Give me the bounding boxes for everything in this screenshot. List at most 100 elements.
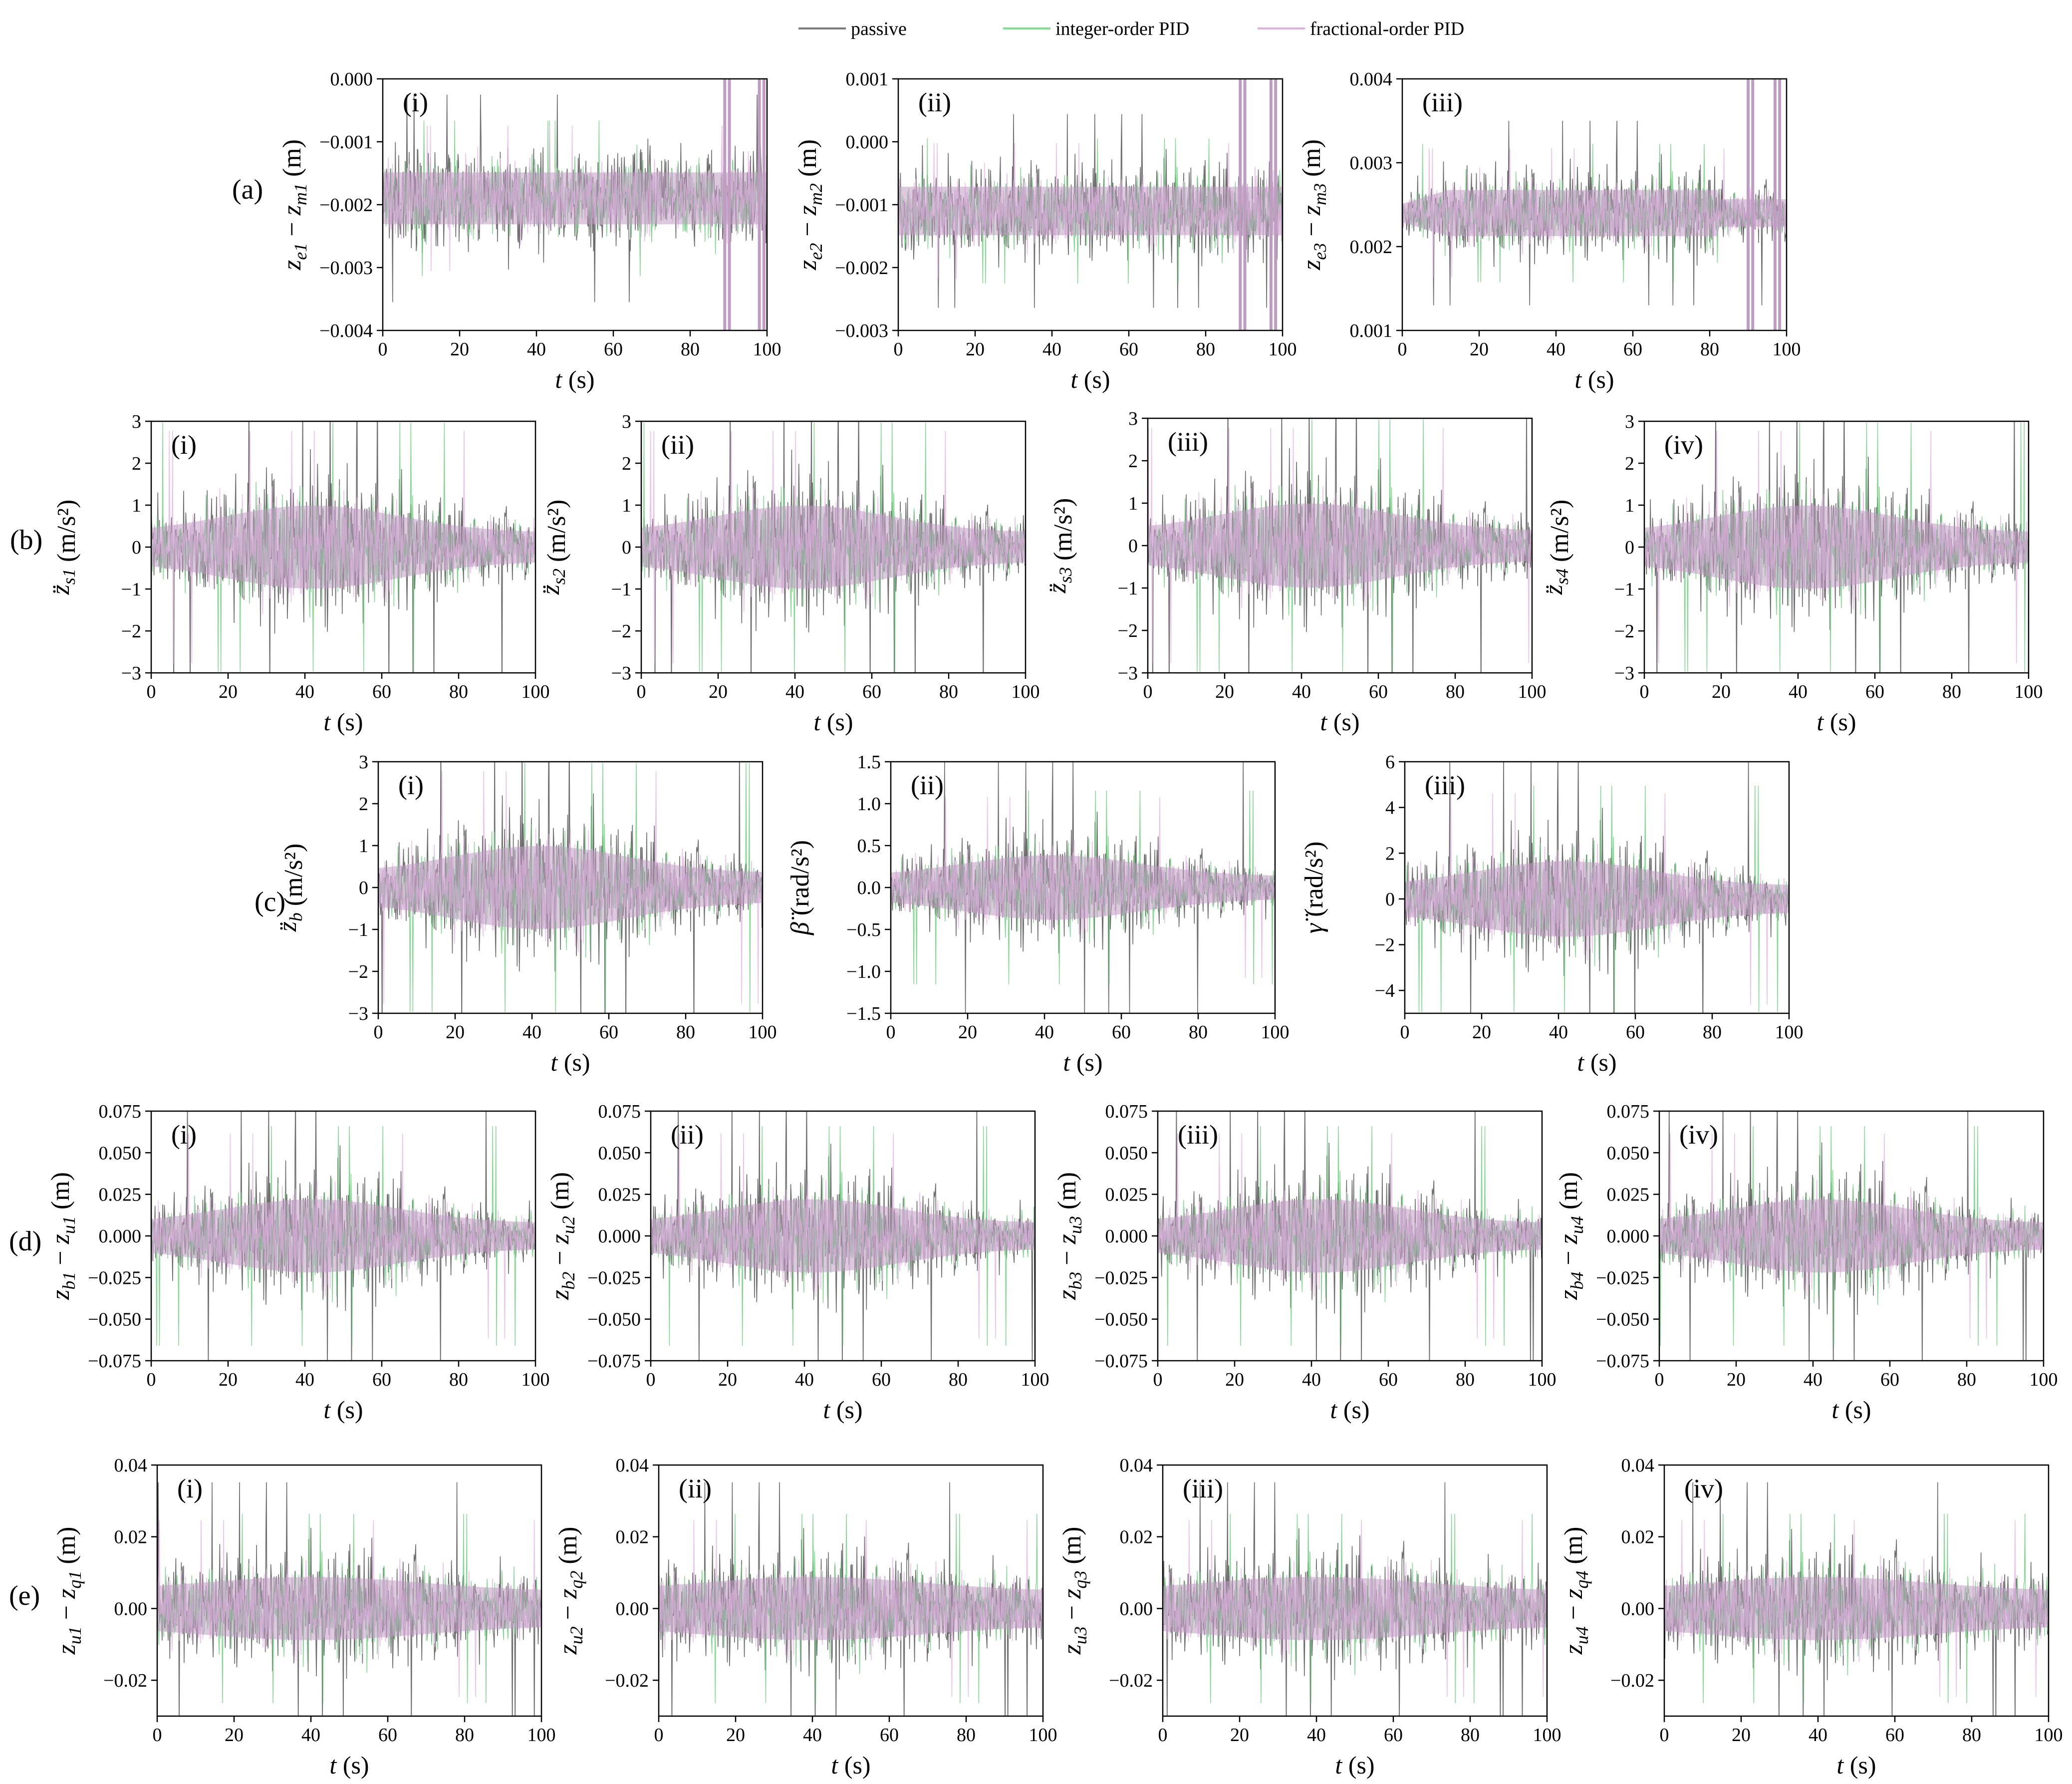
y-tick-label: 2	[622, 453, 631, 474]
y-tick-label: −2	[1118, 620, 1138, 641]
traces	[1402, 79, 1787, 330]
y-tick-label: −1.5	[846, 1003, 881, 1024]
x-tick-label: 80	[1703, 1022, 1722, 1043]
row-label: (d)	[9, 1226, 41, 1257]
y-tick-label: 0.000	[846, 132, 889, 153]
y-tick-label: 3	[1128, 408, 1138, 429]
x-tick-label: 80	[1461, 1725, 1480, 1746]
y-tick-label: −0.050	[587, 1309, 641, 1330]
x-tick-label: 40	[527, 339, 546, 360]
trace-overlay-band	[151, 505, 535, 589]
x-tick-label: 40	[295, 681, 314, 702]
panel-label: (ii)	[679, 1474, 712, 1503]
x-tick-label: 100	[1269, 339, 1297, 360]
y-tick-label: 0	[622, 537, 631, 558]
y-tick-label: −3	[1614, 663, 1634, 684]
x-tick-label: 20	[225, 1725, 244, 1746]
x-tick-label: 80	[957, 1725, 976, 1746]
y-axis-label: zu4 − zq4 (m)	[1559, 1527, 1592, 1655]
y-tick-label: −2	[121, 621, 141, 642]
y-tick-label: −0.002	[319, 195, 373, 216]
x-tick-label: 20	[1727, 1369, 1746, 1390]
x-tick-label: 60	[1623, 339, 1642, 360]
x-tick-label: 0	[1398, 339, 1407, 360]
y-tick-label: 1	[359, 836, 368, 857]
y-tick-label: 3	[132, 411, 141, 432]
traces	[1664, 1482, 2049, 1716]
y-tick-label: 1	[1625, 495, 1634, 516]
panel-2: 0 20 40 60 80 100 0.001 0.002 0.003 0.004 (iii) t (…	[1297, 69, 1801, 393]
x-tick-label: 40	[1549, 1022, 1568, 1043]
y-tick-label: 2	[1128, 451, 1138, 472]
y-tick-label: 0	[1625, 537, 1634, 558]
y-tick-label: 0.04	[616, 1455, 649, 1476]
x-axis-label: t (s)	[823, 1396, 862, 1424]
panel-13: 0 20 40 60 80 100 −0.075 −0.050 −0.025 0.000 0.025…	[1554, 1101, 2058, 1424]
y-tick-label: 0.050	[99, 1143, 142, 1164]
y-tick-label: 0.0	[857, 878, 881, 898]
y-tick-label: 2	[1625, 453, 1634, 474]
panel-5: 0 20 40 60 80 100 −3 −2 −1 0 1 2 3 (iii) t (s) z̈s3 (m/…	[1043, 408, 1547, 736]
y-tick-label: 3	[1625, 411, 1634, 432]
panel-label: (iii)	[1422, 87, 1463, 117]
x-tick-label: 60	[1885, 1725, 1904, 1746]
traces	[1158, 1111, 1542, 1361]
x-tick-label: 100	[749, 1022, 777, 1043]
x-tick-label: 0	[374, 1022, 383, 1043]
x-axis-label: t (s)	[813, 708, 853, 736]
legend-label-1: integer-order PID	[1055, 18, 1189, 39]
traces	[898, 79, 1283, 330]
x-tick-label: 60	[599, 1022, 618, 1043]
y-tick-label: −2	[1614, 621, 1634, 642]
y-tick-label: −1	[1614, 579, 1634, 600]
row-label: (c)	[255, 887, 285, 917]
panel-label: (i)	[171, 430, 197, 460]
y-tick-label: 3	[622, 411, 631, 432]
panel-label: (i)	[398, 770, 424, 800]
y-tick-label: 2	[359, 794, 368, 815]
x-tick-label: 100	[2035, 1725, 2063, 1746]
y-tick-label: −1	[611, 579, 631, 600]
x-tick-label: 20	[1712, 681, 1731, 702]
y-tick-label: −0.02	[1610, 1670, 1654, 1691]
y-axis-label: zb1 − zu1 (m)	[46, 1172, 79, 1300]
traces	[1163, 1482, 1547, 1716]
panel-label: (iii)	[1183, 1474, 1223, 1503]
y-tick-label: 0.000	[1105, 1226, 1148, 1247]
x-tick-label: 0	[1143, 681, 1153, 702]
traces	[659, 1482, 1043, 1716]
panel-label: (ii)	[661, 430, 694, 460]
panel-8: 0 20 40 60 80 100 −1.5 −1.0 −0.5 0.0 0.5 1.0 1.5 (ii)…	[786, 752, 1290, 1076]
y-axis-label: zu3 − zq3 (m)	[1058, 1527, 1090, 1655]
y-tick-label: −0.001	[835, 195, 888, 216]
x-tick-label: 100	[1261, 1022, 1290, 1043]
x-tick-label: 0	[1655, 1369, 1664, 1390]
x-tick-label: 20	[446, 1022, 465, 1043]
y-tick-label: 0.04	[1120, 1455, 1153, 1476]
y-tick-label: 0.050	[1105, 1143, 1148, 1164]
x-tick-label: 80	[449, 681, 468, 702]
panel-label: (iii)	[1168, 427, 1208, 457]
x-tick-label: 20	[1215, 681, 1234, 702]
y-tick-label: 1	[132, 495, 141, 516]
x-tick-label: 0	[894, 339, 903, 360]
y-tick-label: 0.02	[616, 1527, 649, 1548]
y-axis-label: ze3 − zm3 (m)	[1297, 139, 1330, 271]
x-tick-label: 40	[795, 1369, 814, 1390]
x-tick-label: 60	[1369, 681, 1388, 702]
trace-overlay-band	[898, 187, 1283, 236]
y-axis-label: z̈s3 (m/s²)	[1043, 498, 1077, 594]
x-axis-label: t (s)	[555, 365, 594, 393]
y-tick-label: 2	[132, 453, 141, 474]
y-tick-label: 3	[359, 752, 368, 773]
x-axis-label: t (s)	[1816, 708, 1856, 736]
y-tick-label: 1	[622, 495, 631, 516]
y-tick-label: 0.00	[1120, 1598, 1153, 1619]
y-tick-label: −0.075	[1596, 1351, 1649, 1372]
panel-label: (i)	[171, 1120, 197, 1150]
x-tick-label: 0	[1153, 1369, 1163, 1390]
y-tick-label: 0	[132, 537, 141, 558]
panel-4: 0 20 40 60 80 100 −3 −2 −1 0 1 2 3 (ii) t (s) z̈s2 (m/s…	[536, 411, 1040, 736]
y-tick-label: 0.050	[1607, 1143, 1650, 1164]
